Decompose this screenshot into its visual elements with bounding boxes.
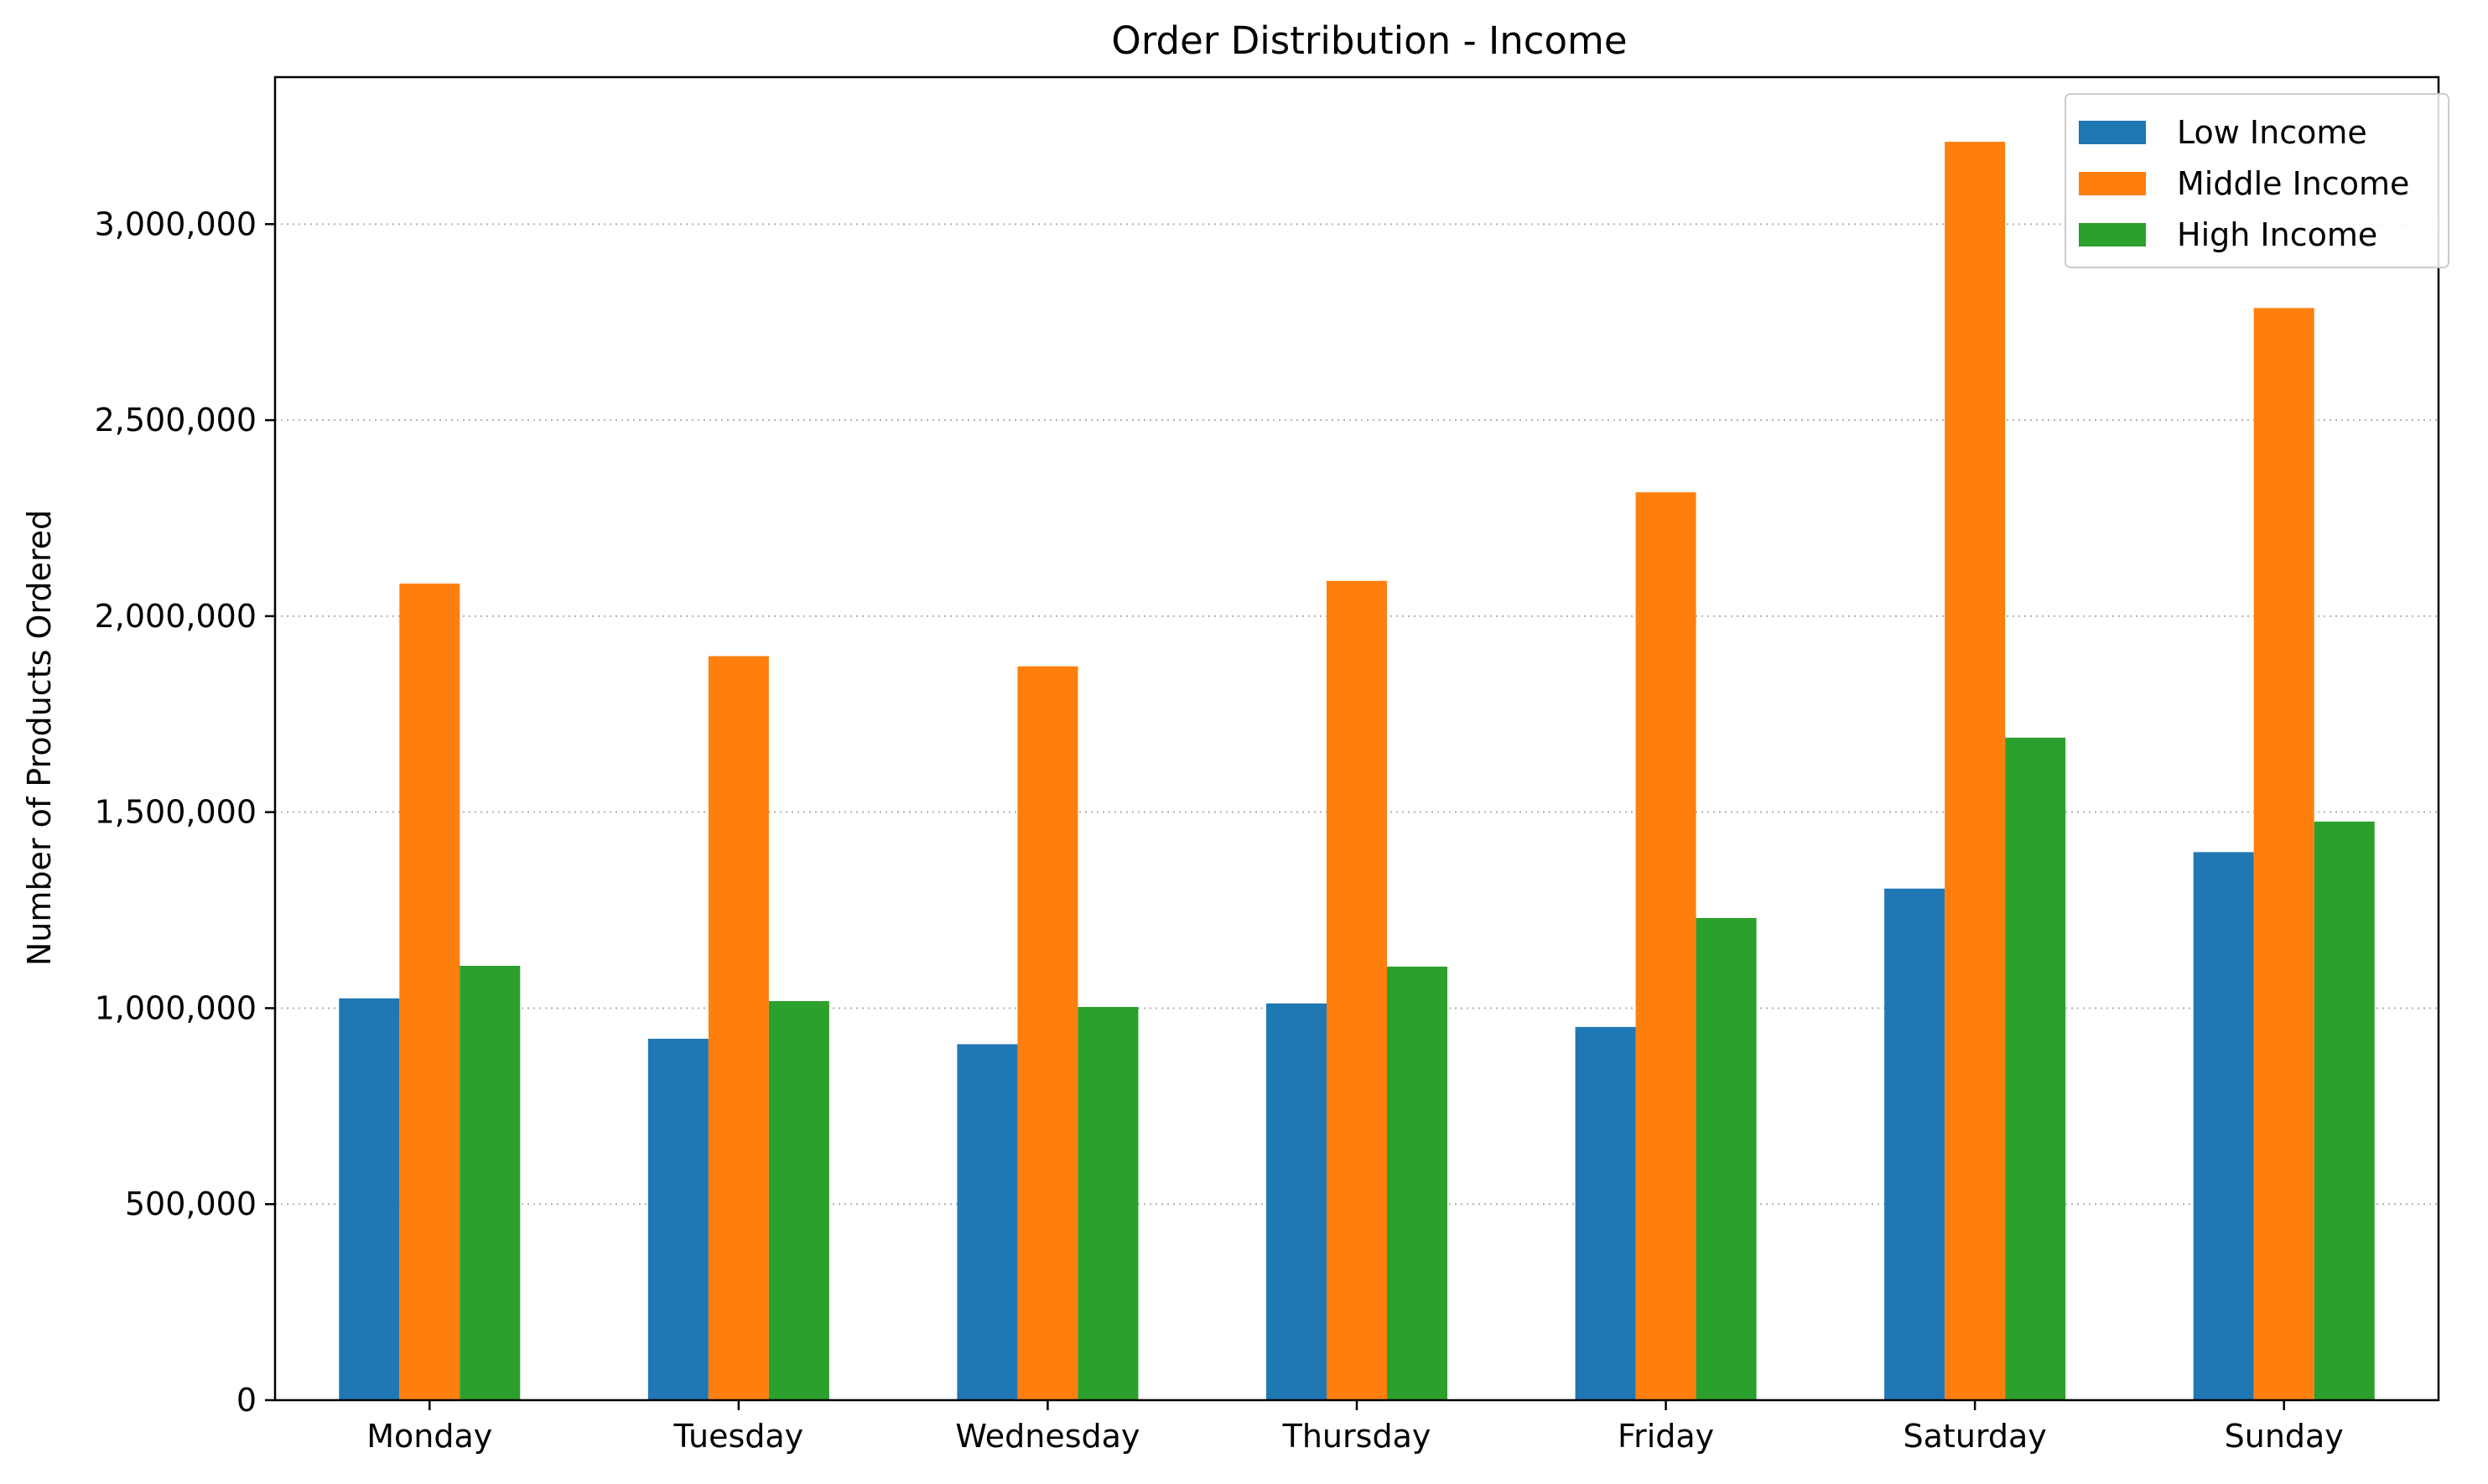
x-tick-label-friday: Friday [1618, 1418, 1714, 1455]
y-axis-label: Number of Products Ordered [21, 510, 58, 966]
bar-middle-income-monday [399, 584, 460, 1400]
y-tick-label: 2,000,000 [95, 598, 257, 635]
legend-swatch-middle-income [2079, 172, 2146, 195]
bar-high-income-sunday [2314, 821, 2375, 1400]
bar-low-income-friday [1575, 1026, 1636, 1400]
bar-high-income-saturday [2005, 737, 2066, 1400]
bar-low-income-monday [339, 998, 400, 1400]
y-tick-label: 500,000 [125, 1186, 257, 1222]
bar-high-income-wednesday [1078, 1007, 1139, 1400]
y-tick-label: 3,000,000 [95, 205, 257, 242]
chart-title: Order Distribution - Income [1111, 18, 1627, 63]
x-tick-label-wednesday: Wednesday [955, 1418, 1140, 1455]
y-tick-label: 1,000,000 [95, 989, 257, 1026]
bar-middle-income-saturday [1945, 142, 2006, 1400]
legend-swatch-high-income [2079, 223, 2146, 246]
legend-box [2065, 93, 2449, 268]
bar-low-income-saturday [1884, 888, 1945, 1400]
legend-swatch-low-income [2079, 121, 2146, 144]
y-tick-label: 2,500,000 [95, 402, 257, 438]
x-tick-label-saturday: Saturday [1904, 1418, 2047, 1455]
bar-low-income-sunday [2193, 852, 2254, 1400]
bar-low-income-thursday [1266, 1003, 1327, 1400]
x-tick-label-monday: Monday [366, 1418, 492, 1455]
bar-high-income-friday [1696, 917, 1757, 1400]
x-tick-label-tuesday: Tuesday [673, 1418, 804, 1455]
legend-label-middle-income: Middle Income [2177, 165, 2409, 202]
bar-high-income-tuesday [768, 1001, 829, 1400]
axes: 0 500,000 1,000,000 1,500,000 2,000,000 2,500… [95, 75, 2440, 1455]
bar-middle-income-tuesday [708, 656, 769, 1400]
bar-low-income-tuesday [647, 1038, 709, 1400]
bar-middle-income-thursday [1327, 580, 1387, 1400]
legend-label-high-income: High Income [2177, 216, 2377, 253]
x-tick-label-sunday: Sunday [2225, 1418, 2344, 1455]
bar-middle-income-friday [1635, 492, 1696, 1400]
bar-low-income-wednesday [957, 1044, 1018, 1400]
legend-label-low-income: Low Income [2177, 114, 2367, 151]
bars [339, 142, 2375, 1400]
y-tick-label: 1,500,000 [95, 794, 257, 831]
bar-middle-income-wednesday [1017, 666, 1078, 1400]
legend: Low Income Middle Income High Income [2065, 93, 2449, 268]
y-tick-label: 0 [236, 1382, 257, 1419]
bar-high-income-thursday [1387, 966, 1447, 1400]
bar-middle-income-sunday [2253, 308, 2314, 1400]
x-tick-label-thursday: Thursday [1282, 1418, 1431, 1455]
bar-high-income-monday [460, 965, 521, 1400]
